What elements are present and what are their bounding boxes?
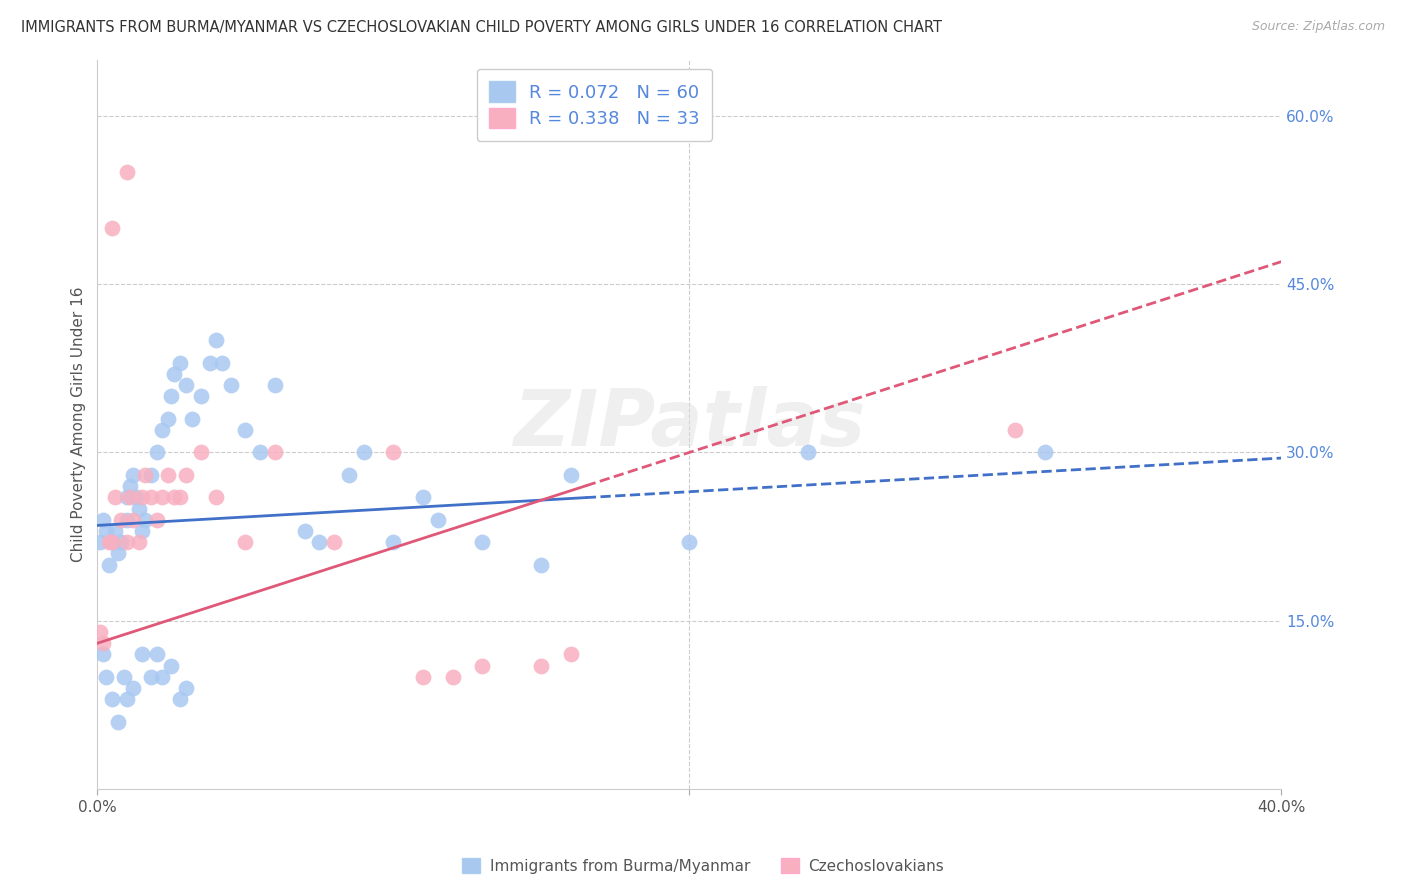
Point [152,491,174,505]
Legend: R = 0.072   N = 60, R = 0.338   N = 33: R = 0.072 N = 60, R = 0.338 N = 33 [477,69,713,141]
Point [89,625,111,640]
Point [118,491,141,505]
Legend: Immigrants from Burma/Myanmar, Czechoslovakians: Immigrants from Burma/Myanmar, Czechoslo… [456,852,950,880]
Point [264,445,287,459]
Point [1033,445,1056,459]
Point [139,467,162,482]
Point [211,356,233,370]
Point [160,389,183,403]
Point [152,670,174,684]
Point [115,491,138,505]
Point [323,535,346,549]
Point [353,445,375,459]
Point [412,670,434,684]
Point [122,681,145,695]
Point [104,491,127,505]
Point [101,535,124,549]
Point [128,535,150,549]
Point [160,658,183,673]
Point [96,524,118,538]
Point [101,535,124,549]
Point [235,535,257,549]
Point [157,467,180,482]
Point [198,356,221,370]
Point [112,670,135,684]
Text: Source: ZipAtlas.com: Source: ZipAtlas.com [1251,20,1385,33]
Point [169,356,191,370]
Point [174,681,197,695]
Point [337,467,360,482]
Point [382,445,405,459]
Point [110,535,132,549]
Point [134,513,156,527]
Text: IMMIGRANTS FROM BURMA/MYANMAR VS CZECHOSLOVAKIAN CHILD POVERTY AMONG GIRLS UNDER: IMMIGRANTS FROM BURMA/MYANMAR VS CZECHOS… [21,20,942,35]
Point [128,501,150,516]
Point [181,411,204,425]
Point [471,658,494,673]
Point [308,535,330,549]
Point [145,445,167,459]
Y-axis label: Child Poverty Among Girls Under 16: Child Poverty Among Girls Under 16 [72,286,86,562]
Point [107,546,129,560]
Point [145,513,167,527]
Point [219,378,242,392]
Point [104,524,127,538]
Point [91,636,114,650]
Point [107,714,129,729]
Point [1004,423,1026,437]
Point [797,445,820,459]
Point [152,423,174,437]
Point [131,491,153,505]
Point [122,513,145,527]
Point [101,692,124,706]
Point [441,670,464,684]
Point [115,692,138,706]
Point [98,535,121,549]
Point [122,467,145,482]
Point [118,479,141,493]
Point [382,535,405,549]
Point [98,558,121,572]
Point [560,648,582,662]
Point [204,333,226,347]
Point [426,513,449,527]
Point [174,467,197,482]
Point [264,378,287,392]
Point [131,524,153,538]
Point [169,491,191,505]
Point [235,423,257,437]
Point [163,367,186,381]
Point [560,467,582,482]
Point [96,670,118,684]
Point [163,491,186,505]
Point [157,411,180,425]
Text: ZIPatlas: ZIPatlas [513,386,866,462]
Point [169,692,191,706]
Point [249,445,271,459]
Point [678,535,700,549]
Point [471,535,494,549]
Point [115,513,138,527]
Point [134,467,156,482]
Point [294,524,316,538]
Point [89,535,111,549]
Point [91,648,114,662]
Point [110,513,132,527]
Point [190,389,212,403]
Point [412,491,434,505]
Point [125,491,148,505]
Point [115,165,138,179]
Point [530,558,553,572]
Point [190,445,212,459]
Point [174,378,197,392]
Point [530,658,553,673]
Point [101,221,124,235]
Point [115,535,138,549]
Point [139,491,162,505]
Point [131,648,153,662]
Point [139,670,162,684]
Point [91,513,114,527]
Point [145,648,167,662]
Point [204,491,226,505]
